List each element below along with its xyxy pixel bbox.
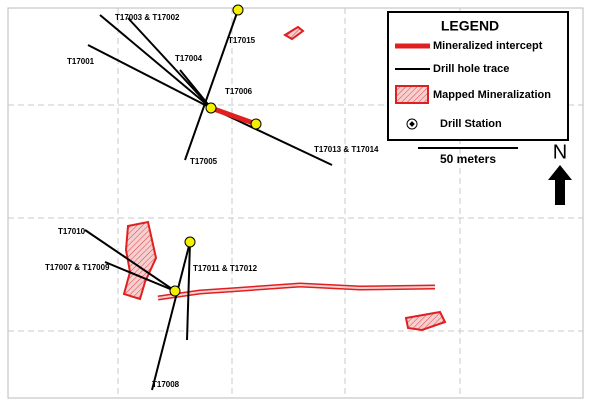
drill-label: T17011 & T17012 [193,264,258,273]
mapped-mineralization [122,25,447,332]
drill-label: T17015 [228,36,256,45]
drill-label: T17010 [58,227,86,236]
legend-item: Mapped Mineralization [433,89,551,101]
legend-title: LEGEND [441,18,499,34]
legend: LEGEND Mineralized intercept Drill hole … [387,11,569,141]
drill-traces [84,9,333,391]
drill-label: T17007 & T17009 [45,263,110,272]
legend-item: Mineralized intercept [433,40,543,52]
scale-label: 50 meters [440,152,496,166]
drill-label: T17013 & T17014 [314,145,379,154]
legend-item: Drill hole trace [433,63,509,75]
north-arrow [548,165,572,205]
north-label: N [553,141,567,163]
map-frame [7,7,584,399]
drill-stations [169,4,262,297]
drill-label: T17008 [152,380,180,389]
drill-label: T17006 [225,87,253,96]
drill-label: T17005 [190,157,218,166]
legend-item: Drill Station [440,118,502,130]
drill-label: T17003 & T17002 [115,13,180,22]
drill-labels: T17003 & T17002 T17015 T17004 T17001 T17006 T… [45,13,379,389]
drill-label: T17004 [175,54,203,63]
drill-label: T17001 [67,57,95,66]
